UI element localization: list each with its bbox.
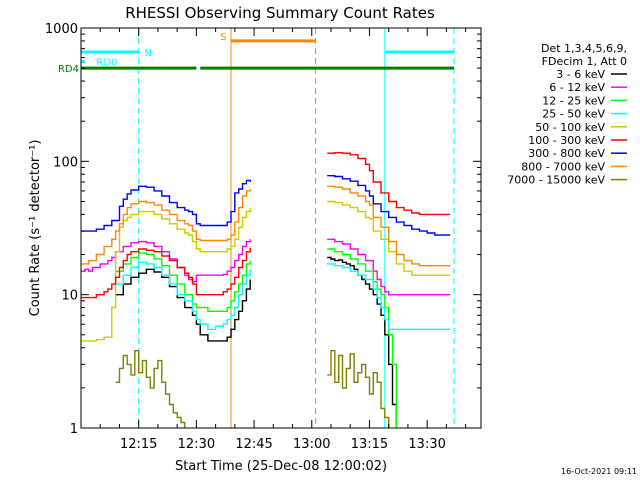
legend-label-12-25-kev: 12 - 25 keV: [542, 94, 605, 107]
series-800-7000-kev-segment-0: [81, 189, 251, 265]
legend-label-300-800-kev: 300 - 800 keV: [528, 147, 605, 160]
state-label-rd0: RD0: [96, 58, 117, 69]
timestamp: 16-Oct-2021 09:11: [561, 467, 637, 476]
series-6-12-kev-segment-1: [327, 238, 451, 296]
legend-label-25-50-kev: 25 - 50 keV: [542, 108, 605, 121]
legend-label-100-300-kev: 100 - 300 keV: [528, 134, 605, 147]
x-tick-label-13:30: 13:30: [408, 437, 445, 452]
series-12-25-kev-segment-0: [115, 252, 251, 312]
series-100-300-kev-segment-1: [327, 152, 451, 216]
x-tick-label-12:15: 12:15: [120, 437, 157, 452]
plot-marks: N RD0 RD4 S: [58, 28, 455, 428]
legend-label-800-7000-kev: 800 - 7000 keV: [521, 160, 605, 173]
series-25-50-kev-segment-0: [115, 261, 251, 330]
y-tick-label-1: 1: [70, 422, 78, 437]
x-tick-label-13:00: 13:00: [293, 437, 330, 452]
series-300-800-kev-segment-1: [327, 175, 451, 236]
series-7000-15000-kev-segment-1: [327, 350, 390, 428]
series-50-100-kev-segment-0: [81, 207, 251, 342]
state-label-s: S: [220, 32, 226, 43]
x-axis-label: Start Time (25-Dec-08 12:00:02): [175, 459, 387, 474]
x-tick-label-12:30: 12:30: [178, 437, 215, 452]
legend-label-7000-15000-kev: 7000 - 15000 keV: [507, 174, 605, 187]
legend-label-6-12-kev: 6 - 12 keV: [549, 81, 605, 94]
legend-header-line-2: FDecim 1, Att 0: [542, 55, 627, 68]
legend-header-line-1: Det 1,3,4,5,6,9,: [541, 42, 627, 55]
chart-title: RHESSI Observing Summary Count Rates: [125, 4, 435, 22]
series-25-50-kev-segment-1: [327, 263, 451, 330]
y-axis-label: Count Rate (s⁻¹ detector⁻¹): [28, 140, 43, 317]
legend-label-50-100-kev: 50 - 100 keV: [535, 121, 605, 134]
series-800-7000-kev-segment-1: [327, 185, 451, 267]
x-tick-label-13:15: 13:15: [351, 437, 388, 452]
series-3-6-kev-segment-1: [327, 256, 398, 428]
x-tick-label-12:45: 12:45: [235, 437, 272, 452]
y-tick-label-1000: 1000: [45, 22, 78, 37]
y-tick-label-10: 10: [61, 289, 78, 304]
y-tick-label-100: 100: [53, 155, 78, 170]
state-label-rd4: RD4: [58, 64, 79, 75]
plot-frame: [80, 27, 482, 429]
series-300-800-kev-segment-0: [81, 179, 251, 232]
series-7000-15000-kev-segment-0: [115, 350, 186, 428]
state-label-n: N: [144, 48, 151, 59]
series-100-300-kev-segment-0: [81, 247, 251, 299]
legend: Det 1,3,4,5,6,9, FDecim 1, Att 0 3 - 6 k…: [507, 42, 627, 187]
series-50-100-kev-segment-1: [327, 200, 451, 276]
legend-label-3-6-kev: 3 - 6 keV: [556, 68, 605, 81]
axes: 12:15 12:30 12:45 13:00 13:15 13:30 1 10 100 1000: [45, 22, 482, 452]
